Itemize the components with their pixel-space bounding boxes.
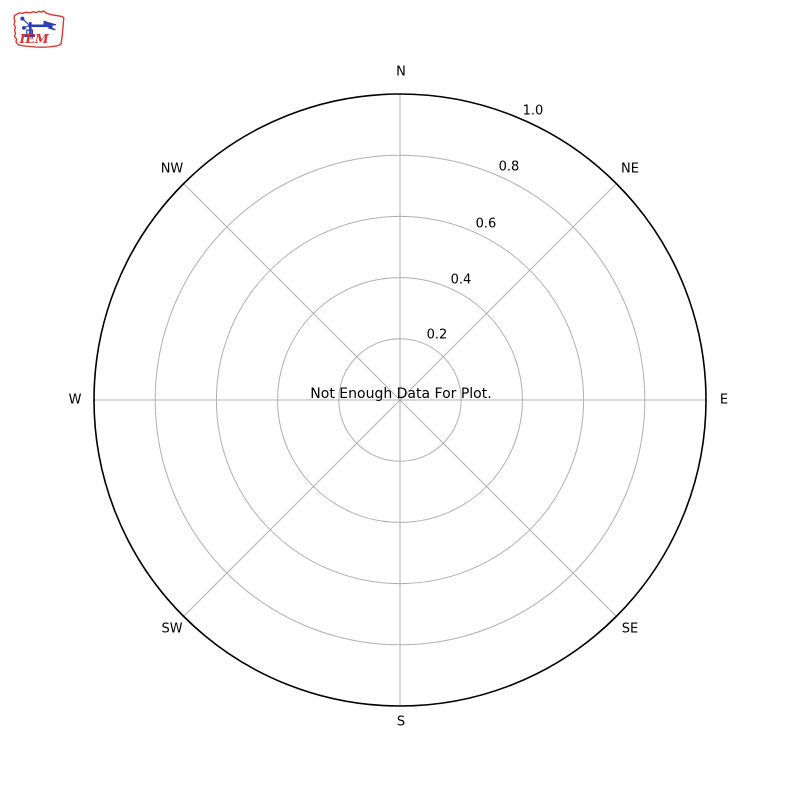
direction-label-se: SE [621,621,639,637]
direction-label-e: E [719,392,729,408]
radial-tick-0_2: 0.2 [426,327,448,343]
iem-logo-wordmark: IEM [19,31,50,46]
angular-gridlines [94,94,706,706]
spoke-se [399,399,617,617]
radial-tick-0_8: 0.8 [498,159,520,175]
direction-label-w: W [68,392,82,408]
iem-logo-graphic: IEM [13,10,65,48]
direction-label-ne: NE [621,161,639,177]
direction-label-n: N [396,64,406,80]
empty-state-message: Not Enough Data For Plot. [310,386,492,402]
spoke-sw [183,399,401,617]
iem-logo[interactable]: IEM [10,6,68,52]
direction-label-s: S [396,714,406,730]
spoke-ne [399,183,617,401]
radial-tick-0_4: 0.4 [450,272,472,288]
direction-label-nw: NW [160,161,184,177]
radial-tick-1_0: 1.0 [522,103,544,119]
radial-tick-0_6: 0.6 [475,216,497,232]
spoke-nw [183,183,401,401]
outer-ring-1_0 [93,93,707,707]
direction-label-sw: SW [161,621,183,637]
